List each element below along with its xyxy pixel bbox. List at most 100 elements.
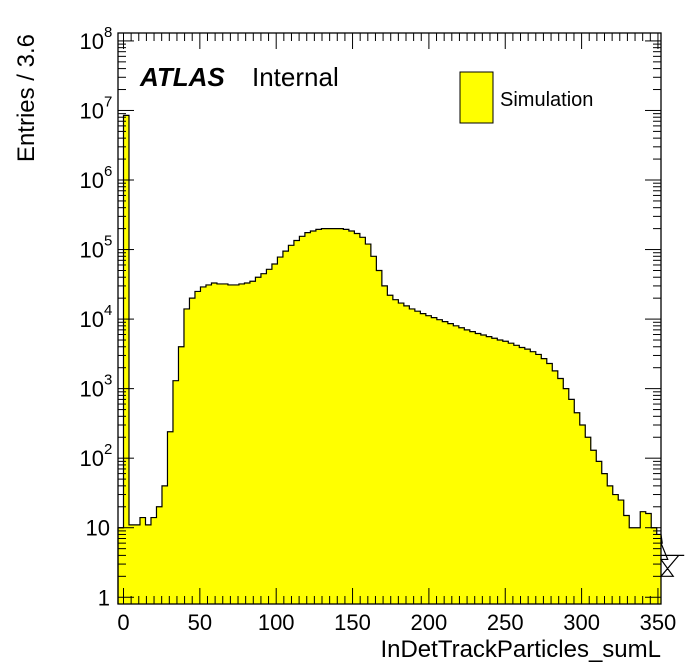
- histogram-bin: [337, 228, 344, 604]
- histogram-bin: [205, 284, 212, 604]
- histogram-bin: [469, 331, 476, 604]
- histogram-bin: [343, 229, 350, 604]
- histogram-bin: [524, 349, 531, 604]
- histogram-bin: [150, 517, 157, 604]
- histogram-bin: [348, 230, 355, 604]
- y-tick-exponent: 4: [104, 302, 112, 319]
- histogram-bin: [458, 327, 465, 604]
- y-tick-exponent: 7: [104, 93, 112, 110]
- histogram-bin: [299, 236, 306, 604]
- histogram-bin: [645, 513, 652, 604]
- histogram-bin: [403, 305, 410, 604]
- y-tick-label: 10: [80, 168, 104, 193]
- legend-label: Simulation: [500, 89, 593, 111]
- y-tick-label: 1: [98, 585, 110, 610]
- histogram-bin: [134, 524, 141, 604]
- histogram-bin: [442, 321, 449, 604]
- histogram-bin: [398, 303, 405, 604]
- histogram-bin: [293, 240, 300, 605]
- y-tick-label: 10: [80, 29, 104, 54]
- histogram-bin: [365, 244, 372, 605]
- histogram-bin: [414, 311, 421, 604]
- histogram-bin: [266, 269, 273, 604]
- x-tick-label: 250: [487, 610, 524, 635]
- histogram-bin: [497, 340, 504, 604]
- histogram-bin: [321, 228, 328, 604]
- histogram-bin: [304, 232, 311, 604]
- histogram-bin: [200, 286, 207, 604]
- histogram-bin: [629, 527, 636, 604]
- histogram-bin: [172, 380, 179, 604]
- histogram-bin: [579, 425, 586, 604]
- x-tick-label: 150: [334, 610, 371, 635]
- histogram-bin: [211, 283, 218, 604]
- y-tick-label: 10: [80, 446, 104, 471]
- x-axis-title: InDetTrackParticles_sumL: [380, 636, 661, 663]
- histogram-bin: [513, 345, 520, 604]
- histogram-bin: [425, 315, 432, 604]
- y-tick-exponent: 8: [104, 24, 112, 41]
- y-axis-title: Entries / 3.6: [13, 34, 40, 162]
- histogram-bin: [128, 524, 135, 604]
- histogram-bin: [238, 283, 245, 604]
- legend-swatch: [459, 71, 494, 124]
- histogram-bin: [277, 257, 284, 604]
- histogram-bin: [178, 346, 185, 604]
- histogram-bin: [552, 370, 559, 604]
- histogram-bin: [618, 500, 625, 604]
- plot-frame: [117, 32, 662, 605]
- x-tick-label: 350: [640, 610, 677, 635]
- histogram-bin: [376, 270, 383, 604]
- histogram-bin: [486, 336, 493, 604]
- histogram-bin: [370, 256, 377, 604]
- y-tick-exponent: 3: [104, 372, 112, 389]
- histogram-bin: [233, 284, 240, 604]
- y-tick-exponent: 6: [104, 163, 112, 180]
- histogram-bin: [557, 378, 564, 604]
- histogram-bin: [508, 343, 515, 604]
- histogram-bin: [156, 506, 163, 604]
- histogram-bin: [227, 284, 234, 604]
- histogram-bin: [310, 230, 317, 604]
- x-tick-label: 0: [117, 610, 129, 635]
- histogram-bin: [453, 325, 460, 604]
- histogram-bin: [502, 341, 509, 604]
- histogram-bin: [585, 437, 592, 604]
- histogram-bin: [640, 511, 647, 604]
- histogram-bin: [491, 338, 498, 604]
- histogram-bin: [194, 291, 201, 604]
- histogram-bin: [139, 517, 146, 604]
- histogram-bin: [288, 245, 295, 604]
- y-tick-exponent: 2: [104, 441, 112, 458]
- histogram-bin: [332, 228, 339, 604]
- atlas-sublabel: Internal: [252, 62, 339, 92]
- histogram-bin: [601, 473, 608, 604]
- y-tick-label: 10: [80, 307, 104, 332]
- histogram-bin: [161, 485, 168, 604]
- histogram-bin: [541, 358, 548, 604]
- histogram-bin: [271, 263, 278, 604]
- histogram-bin: [634, 527, 641, 604]
- histogram-bin: [216, 283, 223, 604]
- histogram-bin: [607, 485, 614, 604]
- histogram-bin: [381, 285, 388, 604]
- histogram-bin: [568, 399, 575, 604]
- histogram-bin: [563, 388, 570, 604]
- histogram-bin: [167, 431, 174, 604]
- histogram-bin: [530, 351, 537, 604]
- histogram-bin: [244, 283, 251, 604]
- histogram-bin: [447, 323, 454, 604]
- x-axis-ticks: 0 50 100 150 200 250 300 350: [117, 33, 676, 635]
- histogram-bin: [574, 412, 581, 604]
- histogram-bin: [392, 299, 399, 604]
- histogram-bin: [118, 527, 124, 604]
- histogram-bin: [359, 237, 366, 605]
- histogram-bin: [464, 329, 471, 604]
- histogram-bin: [656, 534, 662, 604]
- histogram-bin: [326, 228, 333, 604]
- histogram-bin: [260, 273, 267, 604]
- histogram-bin: [480, 335, 487, 604]
- histogram-bin: [145, 524, 152, 604]
- histogram-bin: [436, 319, 443, 604]
